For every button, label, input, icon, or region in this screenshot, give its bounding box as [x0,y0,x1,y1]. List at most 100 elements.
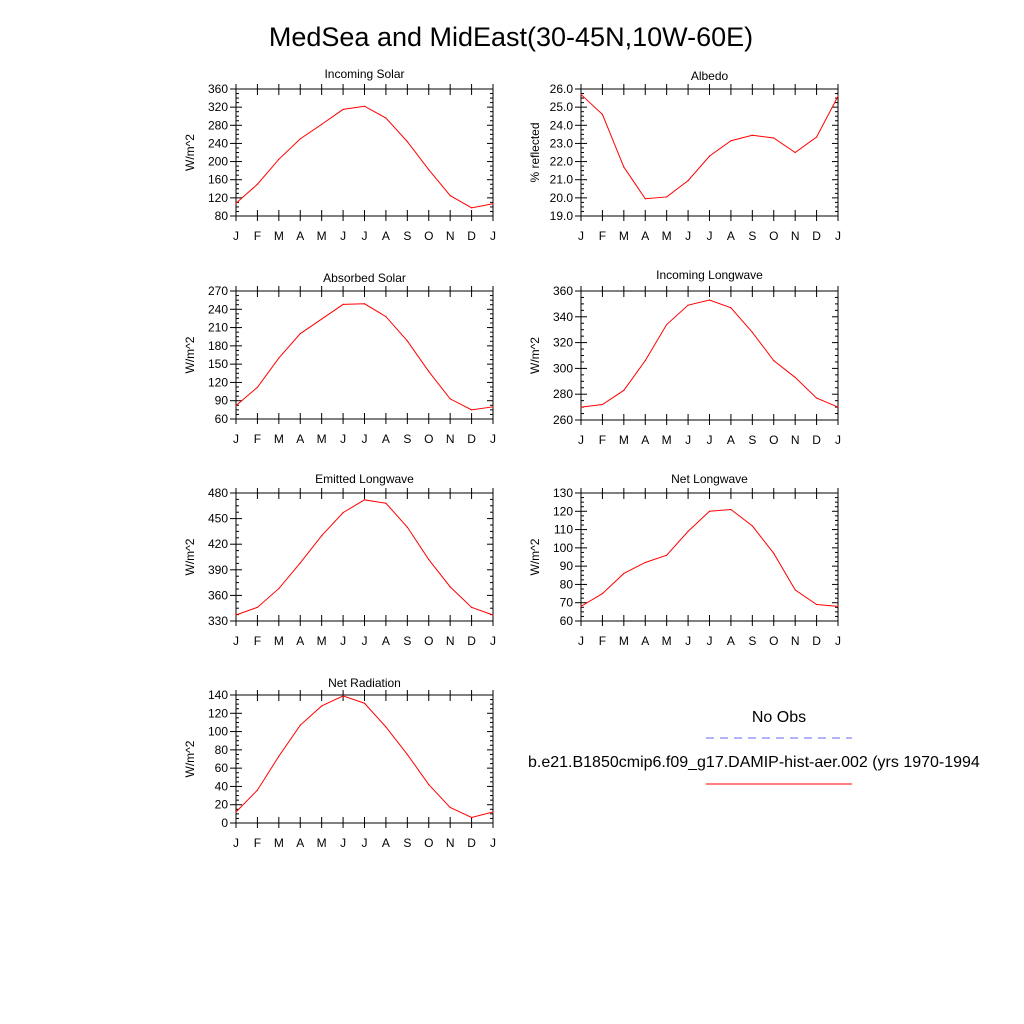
data-point [321,123,323,125]
y-axis-label: W/m^2 [183,336,197,373]
x-tick-label: M [274,432,284,446]
x-tick-label: O [424,229,433,243]
data-point [837,95,839,97]
y-tick-label: 120 [208,375,228,389]
y-axis-label: W/m^2 [528,538,542,575]
data-point [278,587,280,590]
data-point [321,535,323,537]
data-point [815,136,818,138]
y-tick-label: 270 [208,284,228,298]
data-point [406,141,408,143]
y-tick-label: 25.0 [550,100,574,114]
data-point [794,589,796,591]
plot-frame [235,88,494,217]
x-tick-label: M [274,634,284,648]
legend-obs-label: No Obs [752,709,806,726]
data-point [428,558,430,561]
y-tick-label: 120 [208,706,228,720]
data-point [815,603,818,606]
data-point [321,705,323,707]
data-point [644,360,646,362]
y-tick-label: 160 [208,173,228,187]
data-point [363,499,366,501]
data-point [449,586,451,588]
y-tick-label: 90 [560,559,574,573]
data-point [492,203,494,205]
data-point [299,562,301,564]
x-tick-label: A [727,433,735,447]
y-tick-label: 450 [208,512,228,526]
x-tick-label: J [362,229,368,243]
plot-frame [235,694,494,824]
data-point [773,137,775,139]
data-point [644,198,646,200]
x-tick-label: N [446,229,455,243]
x-tick-label: J [490,229,496,243]
y-axis-label: % reflected [528,122,542,182]
data-point [428,784,430,786]
data-point [751,331,753,333]
x-tick-label: D [467,836,476,850]
x-tick-label: M [662,634,672,648]
x-tick-label: S [748,433,756,447]
data-point [666,196,668,198]
data-point [256,789,259,791]
y-tick-label: 360 [208,588,228,602]
x-tick-label: M [317,634,327,648]
data-point [492,614,494,616]
x-tick-label: J [578,433,584,447]
data-point [428,370,430,373]
y-axis-label: W/m^2 [183,538,197,575]
data-point [730,140,732,142]
x-tick-label: A [727,229,735,243]
y-tick-label: 240 [208,302,228,316]
data-point [256,386,259,388]
data-point [449,806,451,809]
data-point [385,502,387,504]
data-point [687,180,689,182]
y-tick-label: 300 [553,361,573,375]
data-point [623,389,625,391]
data-point [623,166,625,168]
y-tick-label: 320 [553,336,573,350]
x-tick-label: J [578,229,584,243]
data-point [580,406,582,408]
x-tick-label: A [382,836,390,850]
y-tick-label: 320 [208,100,228,114]
y-tick-label: 20 [215,798,229,812]
y-tick-label: 40 [215,779,229,793]
data-point [644,561,646,564]
y-tick-label: 70 [560,596,574,610]
data-point [385,726,387,728]
x-tick-label: O [769,433,778,447]
x-tick-label: D [812,634,821,648]
x-tick-label: J [233,836,239,850]
y-tick-label: 360 [553,284,573,298]
y-axis-label: W/m^2 [528,337,542,374]
panel-title: Net Radiation [328,676,401,690]
data-point [235,404,237,407]
x-tick-label: N [791,634,800,648]
y-tick-label: 130 [553,486,573,500]
x-tick-label: S [403,634,411,648]
x-tick-label: O [769,634,778,648]
plot-frame [580,88,839,217]
data-point [601,403,604,406]
panel-title: Albedo [691,69,729,83]
y-tick-label: 140 [208,688,228,702]
data-point [449,194,451,197]
data-point [708,299,711,301]
plot-frame [580,492,839,622]
x-tick-label: F [254,229,261,243]
x-tick-label: J [490,634,496,648]
data-point [773,360,775,362]
data-point [449,398,451,400]
y-tick-label: 60 [215,761,229,775]
data-point [751,134,753,136]
x-tick-label: F [599,433,606,447]
panel-title: Incoming Longwave [656,268,763,282]
